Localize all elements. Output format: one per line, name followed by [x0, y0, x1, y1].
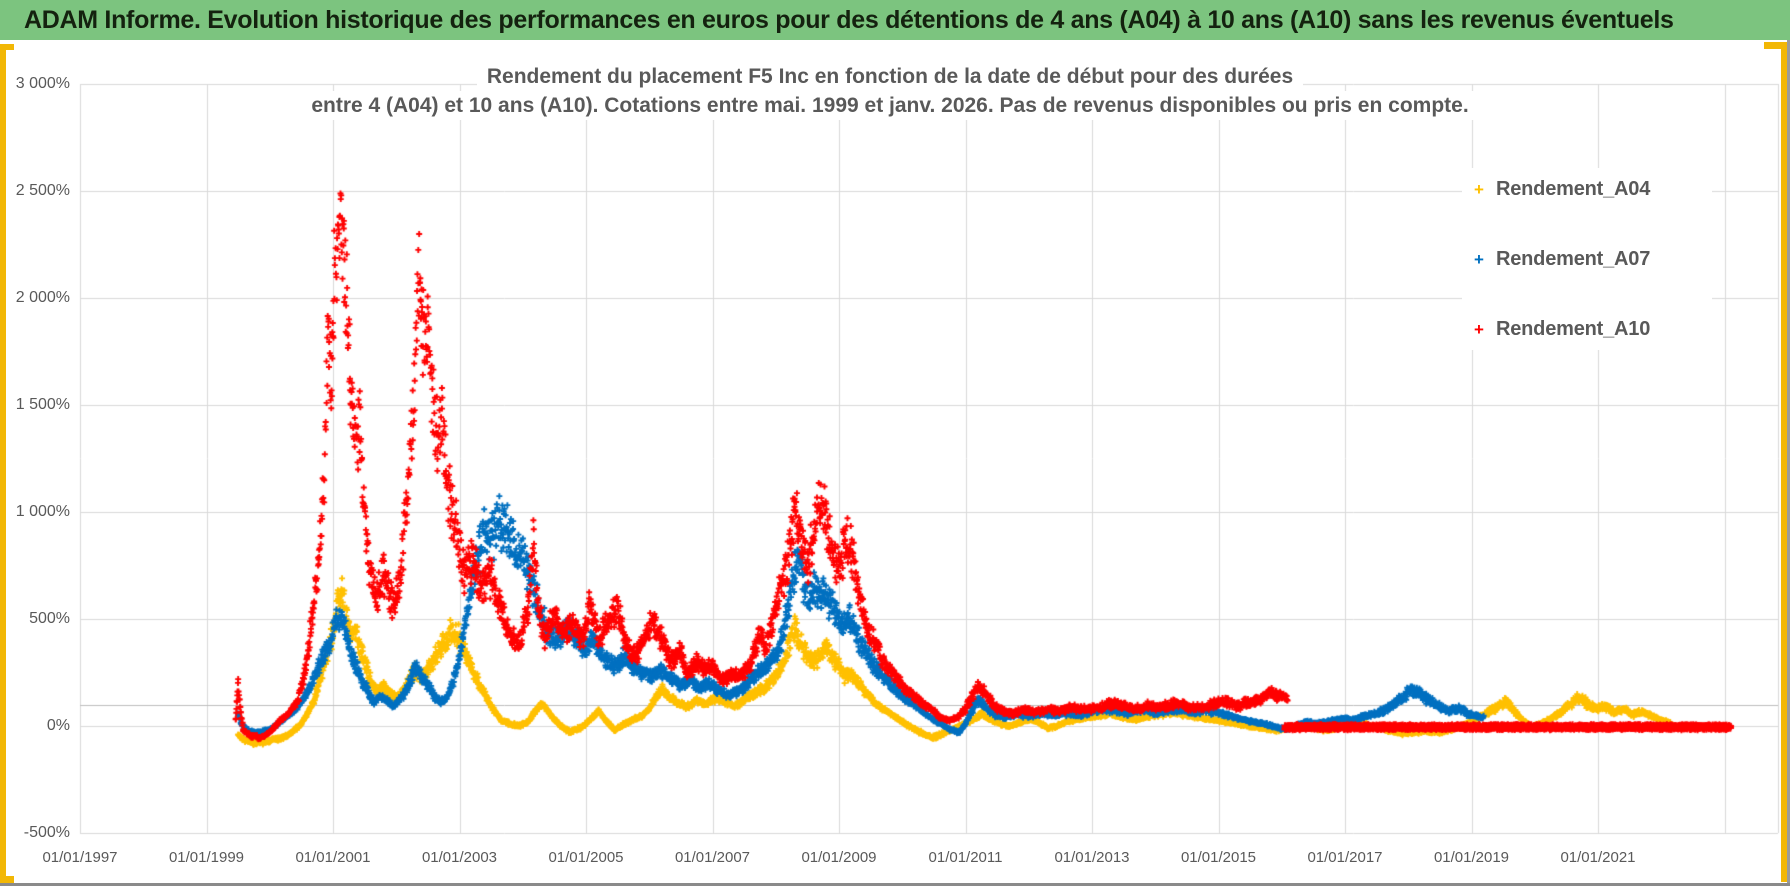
- x-axis-label: 01/01/2003: [421, 849, 498, 866]
- legend-marker-icon: +: [1474, 319, 1484, 339]
- legend-label: Rendement_A10: [1496, 317, 1651, 340]
- y-axis-label: 3 000%: [15, 75, 70, 92]
- y-axis-label: 500%: [29, 610, 70, 627]
- y-axis-label: 2 000%: [15, 289, 70, 306]
- legend-item-rendement_a04[interactable]: + Rendement_A04: [1462, 174, 1712, 204]
- legend-label: Rendement_A07: [1496, 247, 1651, 270]
- chart-title-line2: entre 4 (A04) et 10 ans (A10). Cotations…: [301, 91, 1479, 120]
- y-axis-label: 1 000%: [15, 503, 70, 520]
- x-axis-label: 01/01/2017: [1307, 849, 1383, 866]
- y-axis-label: -500%: [23, 824, 70, 841]
- x-axis-label: 01/01/2009: [801, 849, 877, 866]
- y-axis-label: 2 500%: [15, 182, 70, 199]
- legend-label: Rendement_A04: [1496, 177, 1651, 200]
- legend-marker-icon: +: [1474, 179, 1484, 199]
- legend-marker-icon: +: [1474, 249, 1484, 269]
- x-axis-label: 01/01/2011: [928, 849, 1003, 866]
- x-axis-label: 01/01/1997: [42, 849, 118, 866]
- chart-legend: + Rendement_A04 + Rendement_A07 + Rendement_A…: [1462, 168, 1712, 350]
- x-axis-label: 01/01/2013: [1054, 849, 1130, 866]
- x-axis-label: 01/01/2005: [548, 849, 624, 866]
- chart-title-line1: Rendement du placement F5 Inc en fonctio…: [476, 62, 1304, 91]
- y-axis-label: 1 500%: [15, 396, 70, 413]
- x-axis-label: 01/01/1999: [168, 849, 245, 866]
- chart-title: Rendement du placement F5 Inc en fonctio…: [300, 62, 1480, 120]
- y-axis-label: 0%: [46, 717, 70, 734]
- legend-item-rendement_a10[interactable]: + Rendement_A10: [1462, 314, 1712, 344]
- legend-item-rendement_a07[interactable]: + Rendement_A07: [1462, 244, 1712, 274]
- x-axis-label: 01/01/2021: [1560, 849, 1636, 866]
- x-axis-label: 01/01/2019: [1433, 849, 1510, 866]
- x-axis-label: 01/01/2001: [295, 849, 371, 866]
- x-axis-label: 01/01/2007: [674, 849, 751, 866]
- x-axis-label: 01/01/2015: [1180, 849, 1257, 866]
